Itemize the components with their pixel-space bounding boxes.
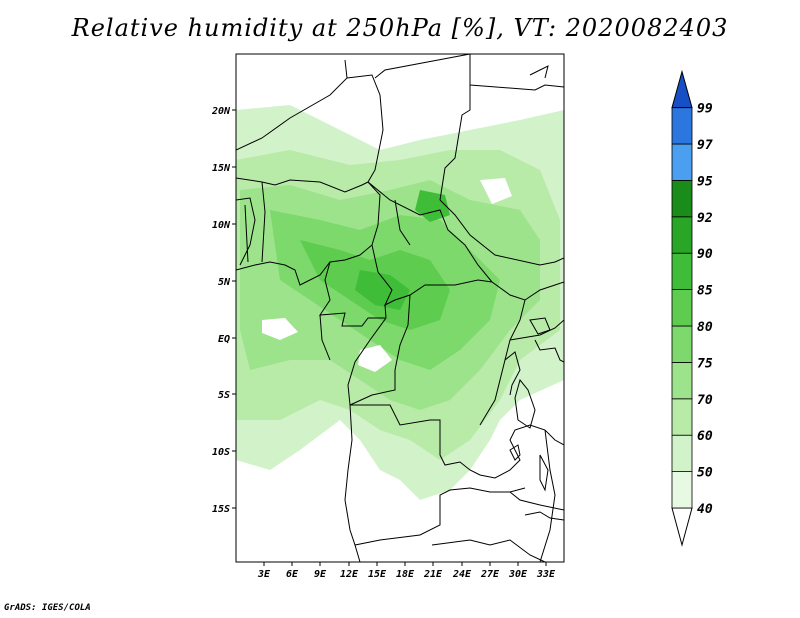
colorbar-label: 40: [697, 502, 713, 517]
map-title: Relative humidity at 250hPa [%], VT: 202…: [71, 14, 729, 42]
lon-label-24e: 24E: [452, 569, 472, 580]
colorbar-label: 97: [697, 138, 713, 153]
lon-label-12e: 12E: [340, 569, 359, 580]
lon-label-33e: 33E: [536, 569, 556, 580]
colorbar-label: 70: [697, 393, 713, 408]
lon-label-15e: 15E: [368, 569, 387, 580]
colorbar: [671, 69, 693, 547]
lon-label-6e: 6E: [286, 569, 299, 580]
colorbar-label: 50: [697, 466, 713, 481]
lon-label-30e: 30E: [508, 569, 528, 580]
colorbar-segment: [671, 361, 693, 400]
lon-label-18e: 18E: [396, 569, 415, 580]
colorbar-label: 90: [697, 247, 713, 262]
colorbar-segment: [671, 434, 693, 473]
lat-label-20n: 20N: [211, 106, 231, 117]
colorbar-label: 80: [697, 320, 713, 335]
colorbar-segment: [671, 179, 693, 218]
humidity-shading: [236, 105, 564, 500]
grads-credit: GrADS: IGES/COLA: [4, 603, 91, 613]
lat-label-15s: 15S: [212, 504, 230, 515]
colorbar-segment: [671, 252, 693, 290]
colorbar-label: 95: [697, 174, 713, 189]
lon-label-21e: 21E: [423, 569, 443, 580]
lat-label-10n: 10N: [212, 220, 231, 231]
lat-label-eq: EQ: [218, 334, 230, 345]
longitude-axis: [263, 562, 547, 566]
colorbar-segment: [671, 398, 693, 436]
lon-label-3e: 3E: [257, 569, 271, 580]
colorbar-segment: [671, 507, 693, 547]
colorbar-labels: 40 50 60 70 75 80 85 90 92 95 97 99: [697, 102, 713, 517]
colorbar-segment: [671, 289, 693, 327]
map-frame: [235, 53, 565, 563]
colorbar-label: 99: [697, 102, 713, 117]
lat-label-5n: 5N: [218, 277, 231, 288]
lat-label-5s: 5S: [218, 390, 230, 401]
lon-label-9e: 9E: [314, 569, 327, 580]
lat-label-15n: 15N: [212, 163, 231, 174]
colorbar-segment: [671, 471, 693, 509]
latitude-axis: [232, 109, 236, 509]
colorbar-segment: [671, 143, 693, 181]
colorbar-label: 85: [697, 284, 713, 299]
lon-label-27e: 27E: [480, 569, 500, 580]
colorbar-segment: [671, 216, 693, 254]
country-borders: [236, 54, 564, 562]
colorbar-segment: [671, 69, 693, 109]
lat-label-10s: 10S: [212, 447, 230, 458]
colorbar-segment: [671, 325, 693, 363]
colorbar-label: 75: [697, 356, 713, 371]
colorbar-segment: [671, 107, 693, 145]
colorbar-label: 60: [697, 429, 713, 444]
colorbar-label: 92: [697, 211, 713, 226]
